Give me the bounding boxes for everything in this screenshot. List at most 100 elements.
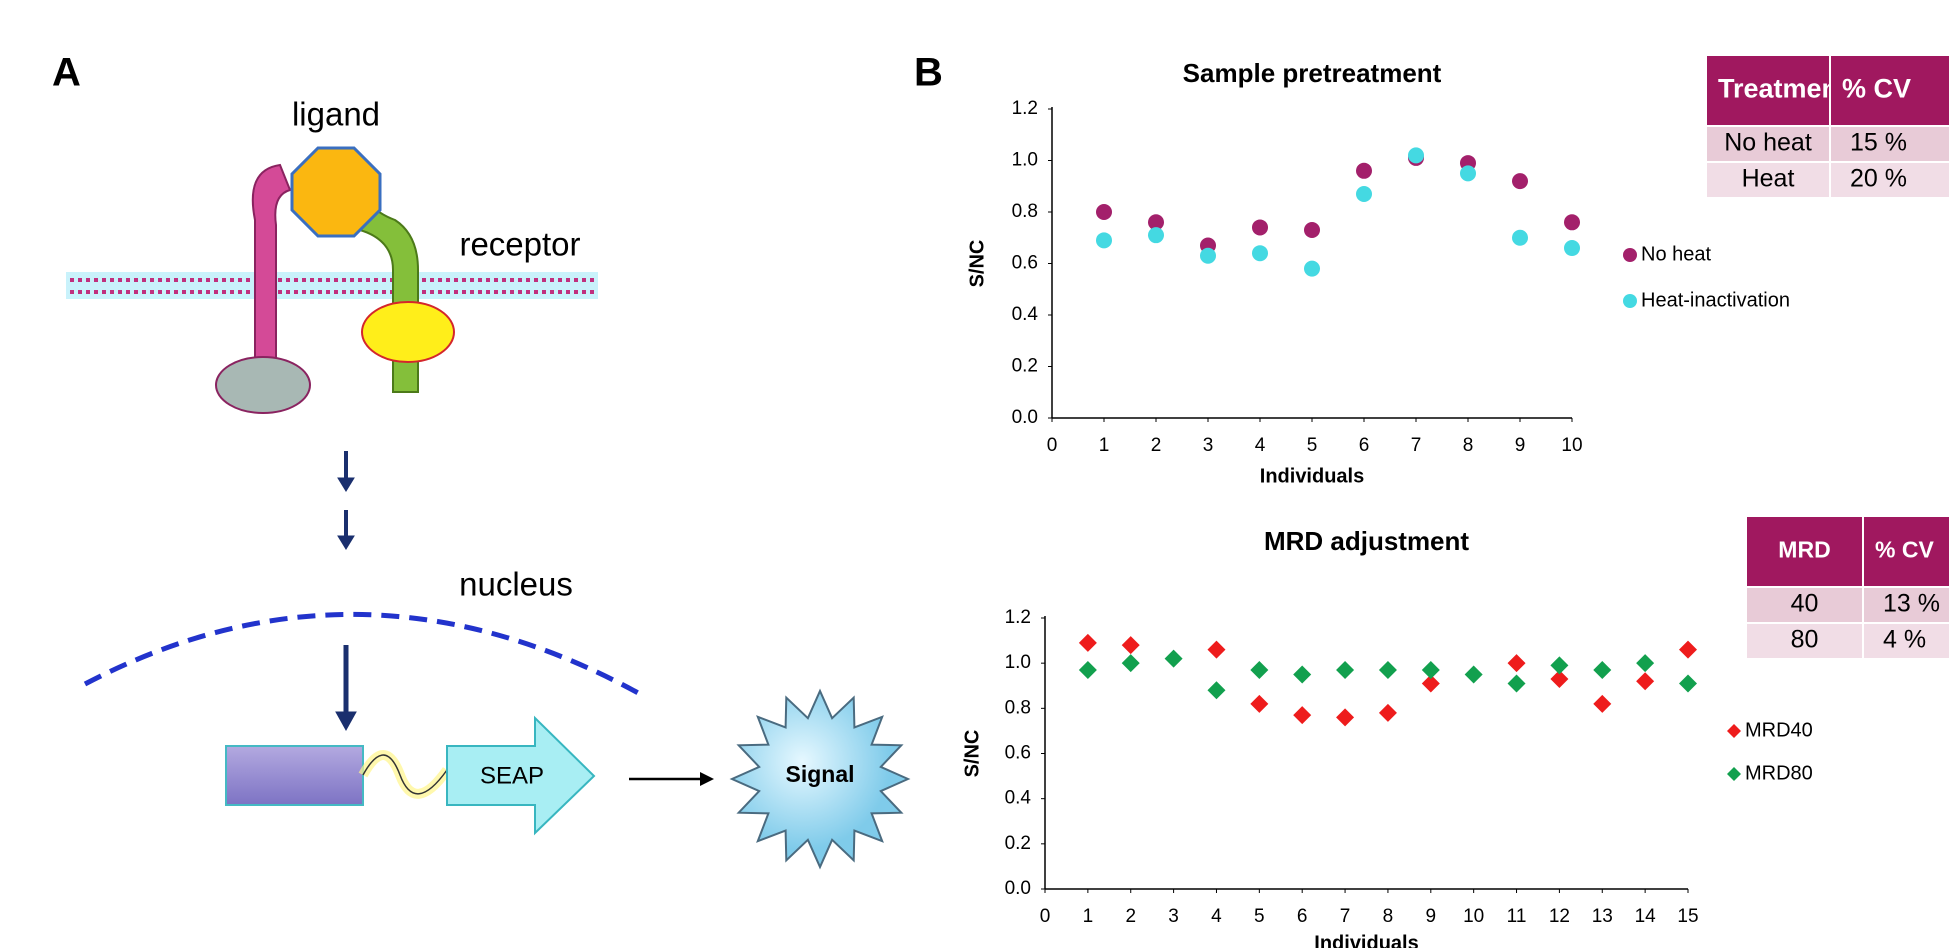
point [1507,654,1526,673]
x-tick-label: 7 [1340,906,1351,927]
table-cell [1862,622,1949,660]
point [1164,649,1183,668]
x-tick-label: 6 [1297,906,1308,927]
table-cell [1745,586,1864,624]
point [1356,162,1372,179]
y-tick-label: 1.0 [1012,150,1038,171]
table-header-cell [1745,515,1864,588]
point [1378,703,1397,722]
legend-label: Heat-inactivation [1641,289,1790,311]
point [1293,665,1312,684]
output-arrow [629,772,714,786]
x-tick-label: 14 [1635,906,1657,927]
legend-marker [1727,724,1741,738]
table-cell-text: Heat [1742,165,1795,193]
point [1593,660,1612,679]
x-tick-label: 3 [1168,906,1179,927]
point [1078,660,1097,679]
y-axis-label: S/NC [966,240,988,288]
x-tick-label: 4 [1211,906,1222,927]
table-cell [1745,622,1864,660]
point [1304,260,1320,277]
y-tick-label: 0.2 [1005,833,1031,854]
legend-label: No heat [1641,243,1711,265]
point [1512,173,1528,190]
table-cell-text: 40 [1791,590,1819,618]
point [1550,656,1569,675]
point [1096,204,1112,220]
point [1200,247,1216,264]
point [1207,681,1226,700]
x-tick-label: 13 [1592,906,1613,927]
y-tick-label: 0.0 [1005,878,1031,899]
x-tick-label: 5 [1307,435,1318,456]
x-tick-label: 6 [1359,435,1370,456]
point [1593,694,1612,713]
y-tick-label: 1.0 [1005,652,1031,673]
x-tick-label: 8 [1463,435,1474,456]
receptor-label: receptor [459,226,580,263]
table-cell-text: 80 [1791,626,1819,654]
point [1512,229,1528,246]
gene-construct [225,715,596,836]
point [1356,185,1372,202]
point [1408,147,1424,164]
x-tick-label: 7 [1411,435,1422,456]
x-tick-label: 2 [1151,435,1162,456]
y-tick-label: 0.6 [1012,253,1038,274]
point [1464,665,1483,684]
point [1421,660,1440,679]
table-header: % CV [1842,74,1911,104]
x-tick-label: 0 [1047,435,1058,456]
y-tick-label: 0.0 [1012,407,1038,428]
legend-marker [1727,767,1741,781]
panel-label: B [914,51,943,95]
point [1252,219,1268,236]
point [1148,214,1164,231]
point [1121,636,1140,655]
y-tick-label: 1.2 [1005,607,1031,628]
point [1096,232,1112,249]
point [1336,708,1355,727]
y-tick-label: 0.4 [1005,788,1032,809]
chart-title: MRD adjustment [1264,526,1469,556]
legend-label: MRD80 [1745,762,1813,784]
nucleus-label: nucleus [459,566,573,603]
table-cell-text: 15 % [1850,129,1907,157]
point [1207,640,1226,659]
x-tick-label: 10 [1463,906,1484,927]
x-axis-label: Individuals [1260,465,1364,487]
y-tick-label: 1.2 [1012,98,1038,119]
arrows [335,451,357,732]
legend-marker [1623,248,1637,262]
point [1148,227,1164,244]
legend-label: MRD40 [1745,719,1813,741]
y-tick-label: 0.8 [1012,201,1038,222]
x-tick-label: 1 [1083,906,1094,927]
y-tick-label: 0.8 [1005,697,1031,718]
point [1293,706,1312,725]
point [1250,660,1269,679]
table-header-cell [1705,54,1831,127]
point [1250,694,1269,713]
table-cell-text: 13 % [1883,590,1940,618]
nucleus-membrane [83,611,642,697]
x-tick-label: 1 [1099,435,1110,456]
x-tick-label: 12 [1549,906,1570,927]
table-cell [1829,161,1949,199]
point [1336,660,1355,679]
point [1550,669,1569,688]
x-tick-label: 9 [1515,435,1526,456]
x-tick-label: 3 [1203,435,1214,456]
x-tick-label: 9 [1426,906,1437,927]
y-tick-label: 0.2 [1012,356,1038,377]
x-axis-label: Individuals [1314,932,1418,948]
membrane [66,272,598,299]
legend-marker [1623,294,1637,308]
point [1252,245,1268,262]
y-tick-label: 0.6 [1005,743,1031,764]
point [1564,240,1580,257]
x-tick-label: 0 [1040,906,1051,927]
